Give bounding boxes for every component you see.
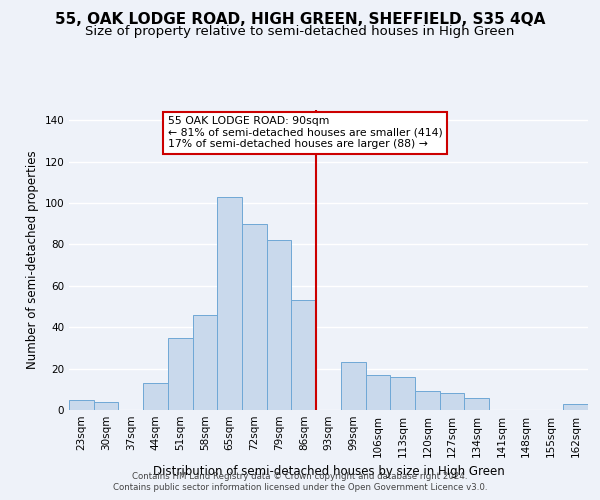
Bar [193, 315, 217, 410]
X-axis label: Distribution of semi-detached houses by size in High Green: Distribution of semi-detached houses by … [152, 466, 505, 478]
Text: Contains public sector information licensed under the Open Government Licence v3: Contains public sector information licen… [113, 484, 487, 492]
Bar [143, 383, 168, 410]
Bar [390, 377, 415, 410]
Bar [168, 338, 193, 410]
Text: Contains HM Land Registry data © Crown copyright and database right 2024.: Contains HM Land Registry data © Crown c… [132, 472, 468, 481]
Bar [440, 394, 464, 410]
Bar [415, 392, 440, 410]
Bar [217, 197, 242, 410]
Bar [94, 402, 118, 410]
Y-axis label: Number of semi-detached properties: Number of semi-detached properties [26, 150, 39, 370]
Bar [242, 224, 267, 410]
Bar [365, 375, 390, 410]
Bar [341, 362, 365, 410]
Bar [267, 240, 292, 410]
Text: 55 OAK LODGE ROAD: 90sqm
← 81% of semi-detached houses are smaller (414)
17% of : 55 OAK LODGE ROAD: 90sqm ← 81% of semi-d… [167, 116, 442, 149]
Text: 55, OAK LODGE ROAD, HIGH GREEN, SHEFFIELD, S35 4QA: 55, OAK LODGE ROAD, HIGH GREEN, SHEFFIEL… [55, 12, 545, 28]
Bar [69, 400, 94, 410]
Bar [292, 300, 316, 410]
Bar [464, 398, 489, 410]
Text: Size of property relative to semi-detached houses in High Green: Size of property relative to semi-detach… [85, 25, 515, 38]
Bar [563, 404, 588, 410]
